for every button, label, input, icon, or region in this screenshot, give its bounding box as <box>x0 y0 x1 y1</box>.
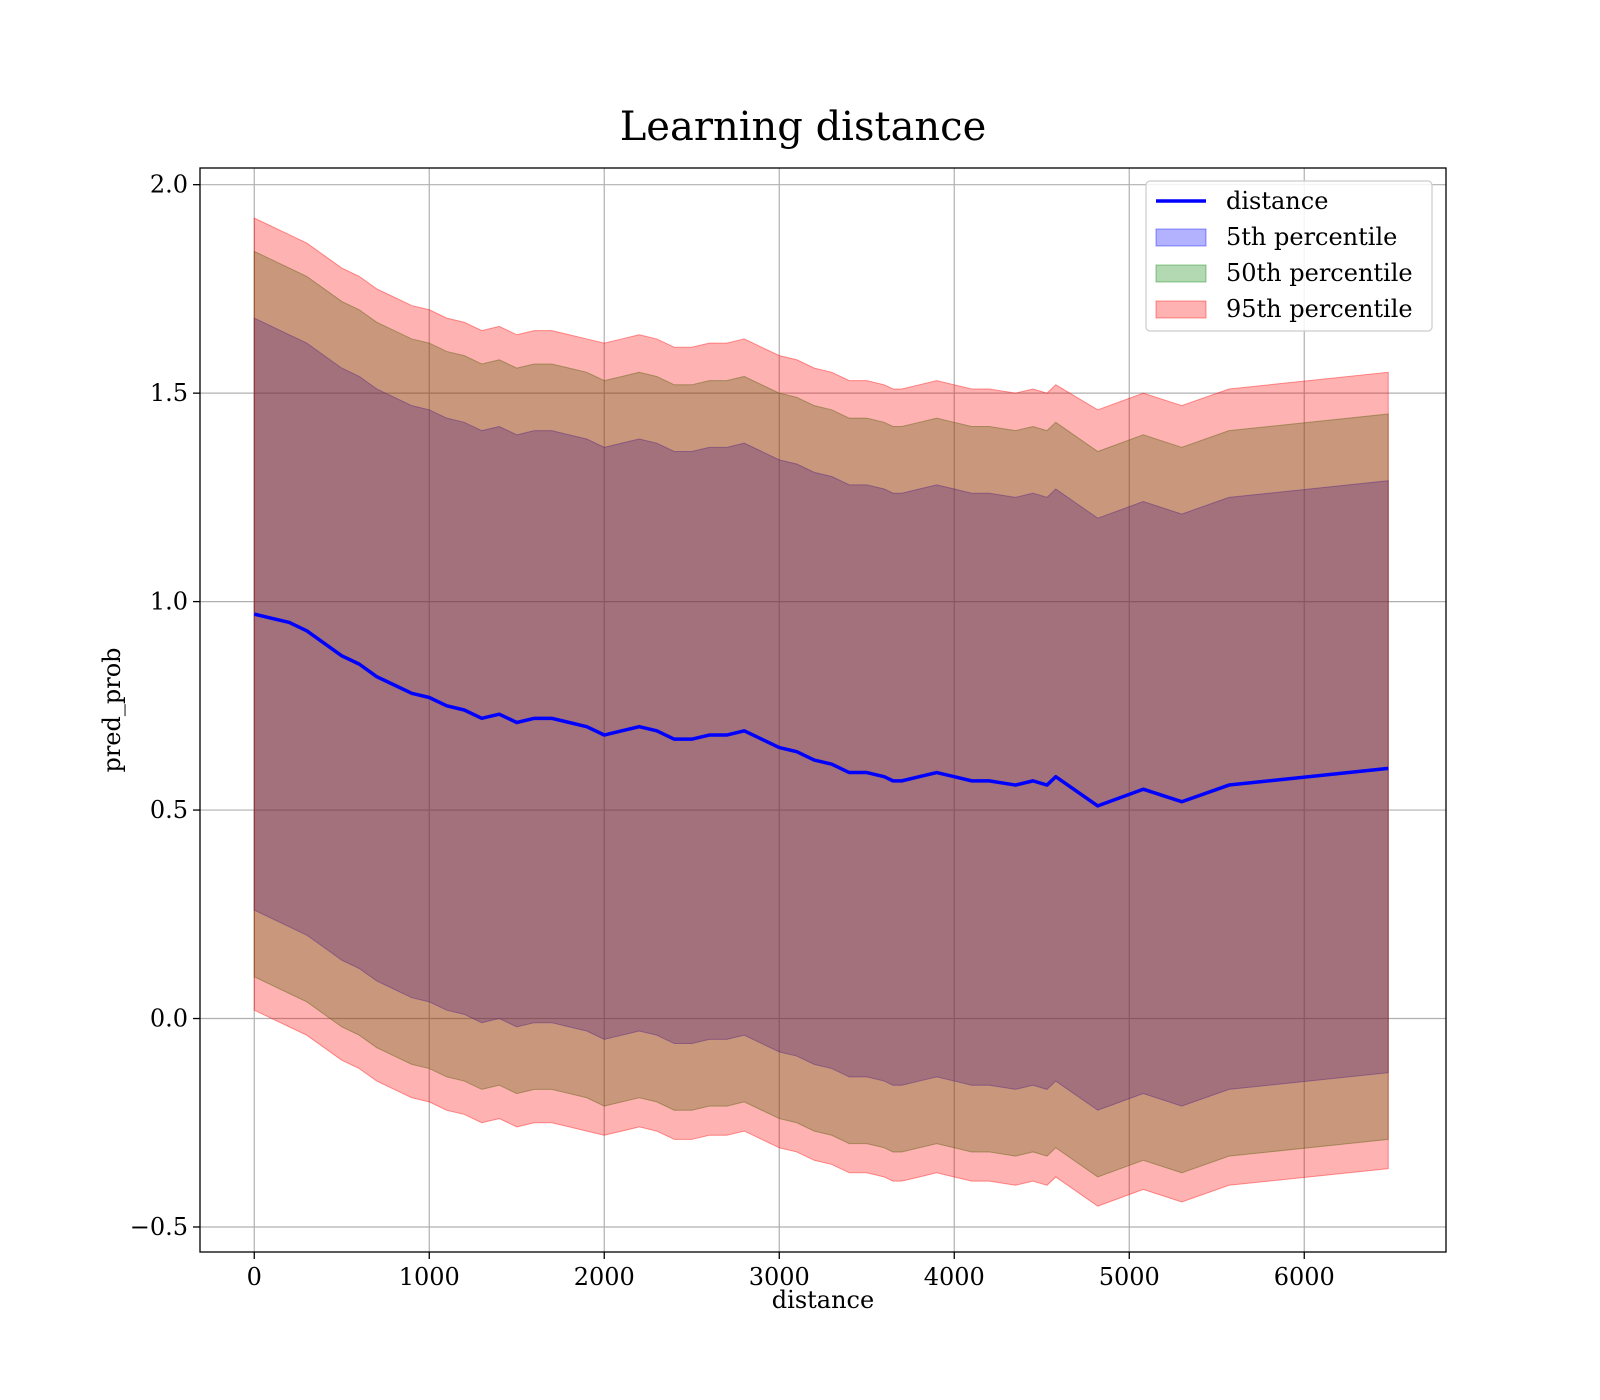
legend-swatch-patch <box>1155 228 1207 247</box>
y-tick-label: 1.0 <box>150 588 188 616</box>
x-tick-label: 0 <box>247 1263 262 1291</box>
grid <box>200 168 1446 1252</box>
plot-frame <box>199 167 1447 1253</box>
chart-title: Learning distance <box>620 104 987 150</box>
y-tick-label: 2.0 <box>150 171 188 199</box>
series-line-distance <box>253 612 1389 808</box>
x-tick-label: 2000 <box>574 1263 635 1291</box>
percentile-bands <box>253 217 1389 1207</box>
x-tick-label: 5000 <box>1099 1263 1160 1291</box>
band-5th-percentile <box>253 317 1389 1111</box>
y-axis-label: pred_prob <box>98 647 126 772</box>
band-50th-percentile <box>253 250 1389 1178</box>
x-tick-label: 6000 <box>1274 1263 1335 1291</box>
x-tick-label: 4000 <box>924 1263 985 1291</box>
legend-swatch-patch <box>1155 300 1207 319</box>
y-tick-label: −0.5 <box>130 1213 188 1241</box>
legend-box <box>1145 180 1433 332</box>
y-tick-label: 0.5 <box>150 796 188 824</box>
line-series <box>253 612 1389 808</box>
legend-label: 5th percentile <box>1226 223 1397 251</box>
legend-label: distance <box>1226 187 1328 215</box>
legend-swatch-patch <box>1155 264 1207 283</box>
y-tick-label: 1.5 <box>150 379 188 407</box>
x-axis-label: distance <box>772 1286 874 1314</box>
y-axis: −0.5 0.0 0.5 1.0 1.5 2.0 <box>130 171 200 1241</box>
x-axis: 0 1000 2000 3000 4000 5000 6000 <box>247 1252 1335 1291</box>
legend: distance 5th percentile 50th percentile 95t… <box>1145 180 1433 332</box>
legend-label: 95th percentile <box>1226 295 1413 323</box>
y-tick-label: 0.0 <box>150 1005 188 1033</box>
x-tick-label: 3000 <box>749 1263 810 1291</box>
legend-label: 50th percentile <box>1226 259 1413 287</box>
band-95th-percentile <box>253 217 1389 1207</box>
x-tick-label: 1000 <box>399 1263 460 1291</box>
